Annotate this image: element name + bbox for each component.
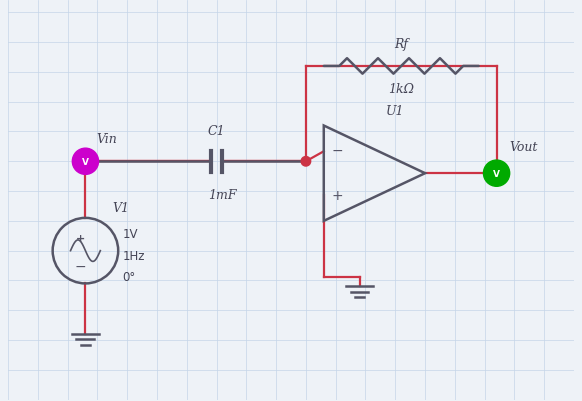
Text: Vin: Vin — [96, 133, 116, 146]
Text: 1V: 1V — [122, 228, 138, 241]
Text: 1Hz: 1Hz — [122, 249, 145, 262]
Text: Vout: Vout — [509, 140, 538, 154]
Circle shape — [301, 157, 311, 167]
Text: 1kΩ: 1kΩ — [388, 83, 414, 96]
Text: +: + — [76, 233, 86, 243]
Text: C1: C1 — [208, 124, 225, 138]
Text: −: − — [75, 259, 87, 273]
Circle shape — [484, 161, 510, 187]
Text: V: V — [493, 169, 500, 178]
Text: Rf: Rf — [394, 38, 408, 51]
Circle shape — [72, 149, 98, 175]
Text: V1: V1 — [113, 202, 130, 215]
Text: +: + — [331, 188, 343, 203]
Text: U1: U1 — [386, 105, 404, 118]
Text: 1mF: 1mF — [208, 188, 237, 201]
Text: −: − — [331, 144, 343, 158]
Text: 0°: 0° — [122, 271, 136, 284]
Text: V: V — [82, 157, 89, 166]
